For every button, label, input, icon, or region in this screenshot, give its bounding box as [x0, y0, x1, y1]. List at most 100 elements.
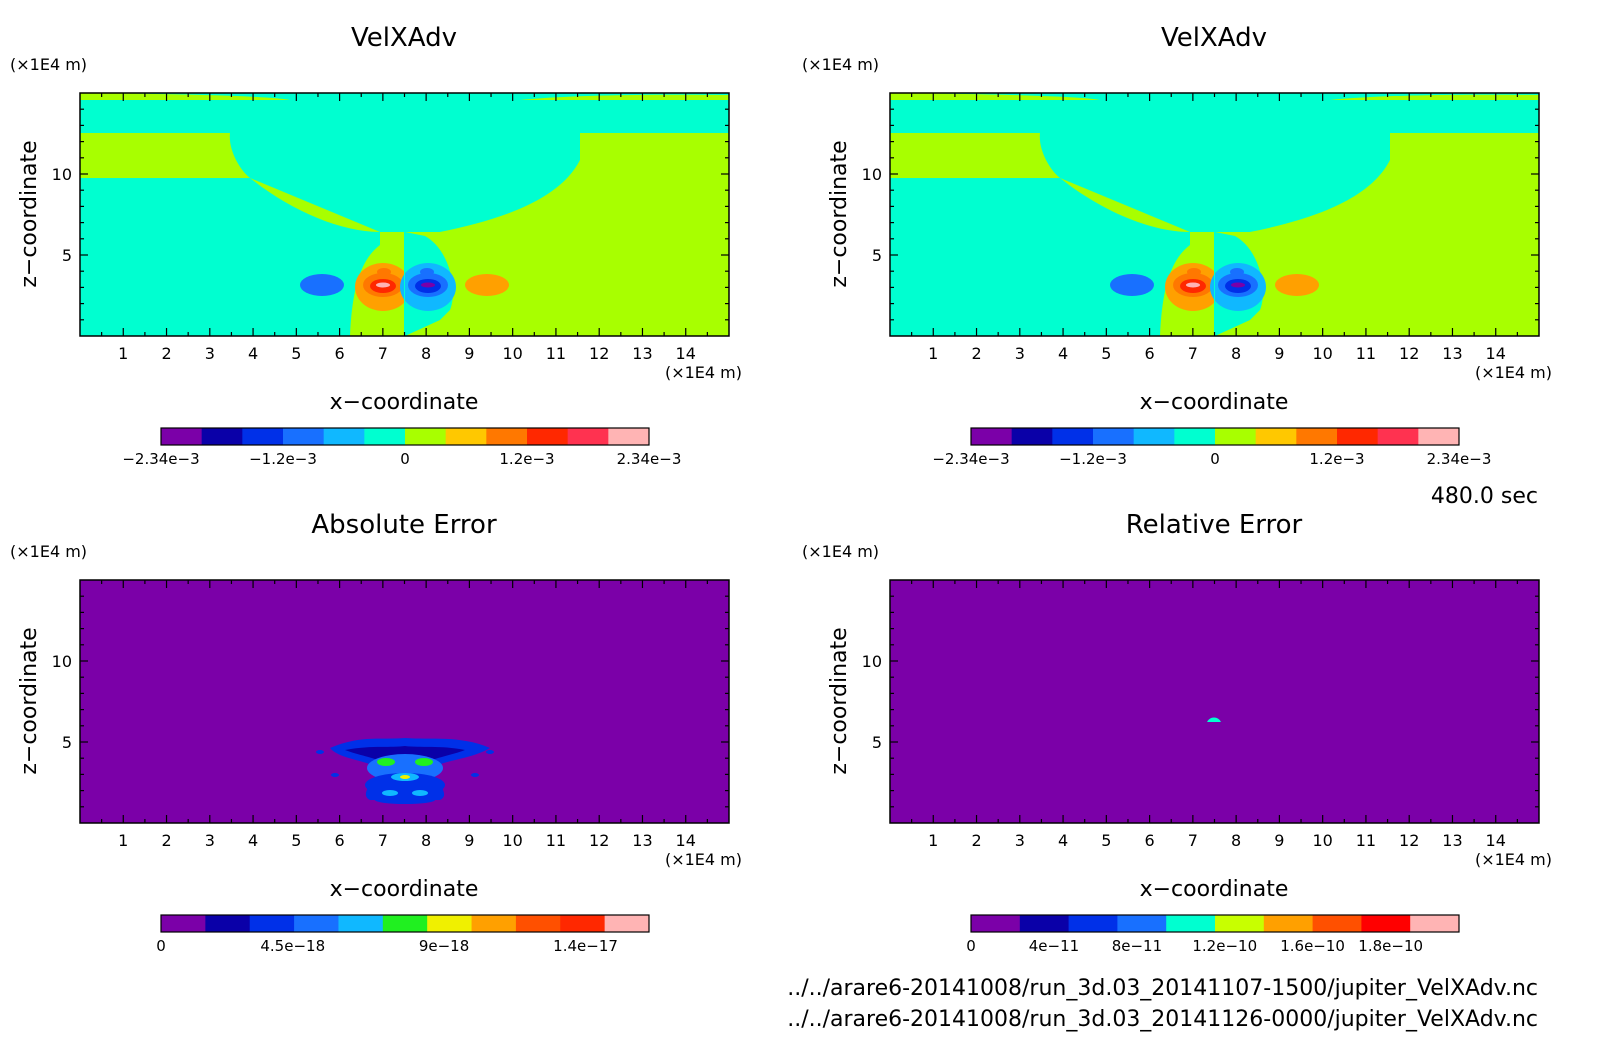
- colorbar-swatch: [242, 428, 284, 445]
- x-tick-label: 3: [205, 831, 215, 850]
- x-tick-label: 12: [589, 344, 609, 363]
- colorbar-swatch: [1011, 428, 1053, 445]
- y-axis-label: z−coordinate: [827, 140, 852, 287]
- source-file-1: ../../arare6-20141008/run_3d.03_20141107…: [787, 976, 1538, 1001]
- colorbar-swatch: [294, 915, 339, 932]
- panel-title: Absolute Error: [311, 510, 497, 540]
- x-tick-label: 6: [335, 344, 345, 363]
- colorbar-swatch: [971, 915, 1021, 932]
- colorbar-swatch: [608, 428, 650, 445]
- panel-title: VelXAdv: [351, 23, 457, 53]
- colorbar-swatch: [205, 915, 251, 932]
- x-tick-label: 12: [589, 831, 609, 850]
- colorbar-swatch: [1361, 915, 1411, 932]
- colorbar-tick-label: −1.2e−3: [249, 450, 317, 468]
- x-tick-label: 4: [248, 344, 258, 363]
- x-tick-label: 7: [378, 344, 388, 363]
- colorbar-tick-label: 1.2e−3: [1309, 450, 1364, 468]
- x-tick-label: 13: [632, 831, 652, 850]
- panel-velxadv-right: VelXAdv (×1E4 m) 1 2 3 4 5 6 7 8 9 10 11 12 13 145: [802, 23, 1552, 468]
- x-tick-label: 6: [1145, 831, 1155, 850]
- colorbar-tick-label: 1.2e−10: [1192, 937, 1257, 955]
- panel-relative-error: Relative Error (×1E4 m) 1 2 3 4 5 6 7 8 9 10 11 12 1…: [802, 510, 1552, 955]
- x-tick-label: 11: [1356, 344, 1376, 363]
- x-tick-label: 13: [1442, 831, 1462, 850]
- colorbar-swatch: [1215, 915, 1265, 932]
- colorbar-tick-label: 1.2e−3: [499, 450, 554, 468]
- colorbar-swatch: [1166, 915, 1216, 932]
- colorbar-swatch: [567, 428, 609, 445]
- panel-title: Relative Error: [1126, 510, 1303, 540]
- x-tick-label: 4: [1058, 831, 1068, 850]
- x-tick-label: 10: [502, 831, 522, 850]
- y-tick-label: 5: [872, 733, 882, 752]
- x-tick-label: 5: [1101, 831, 1111, 850]
- y-tick-label: 10: [862, 165, 882, 184]
- colorbar-swatch: [1068, 915, 1118, 932]
- colorbar-swatch: [1296, 428, 1338, 445]
- contour-field: [80, 580, 729, 823]
- contour-field: [890, 93, 1539, 336]
- colorbar-tick-label: 0: [966, 937, 976, 955]
- colorbar-frame: [160, 427, 650, 446]
- colorbar-swatch: [1377, 428, 1419, 445]
- colorbar-swatch: [1133, 428, 1175, 445]
- colorbar-swatch: [560, 915, 606, 932]
- y-axis-label: z−coordinate: [827, 627, 852, 774]
- x-tick-label: 8: [1231, 344, 1241, 363]
- x-tick-label: 9: [1274, 344, 1284, 363]
- y-tick-label: 5: [872, 246, 882, 265]
- source-file-2: ../../arare6-20141008/run_3d.03_20141126…: [787, 1007, 1538, 1032]
- colorbar-swatch: [1174, 428, 1216, 445]
- y-unit-label: (×1E4 m): [10, 542, 87, 561]
- colorbar-swatch: [161, 428, 203, 445]
- colorbar-swatch: [471, 915, 517, 932]
- colorbar-swatch: [1117, 915, 1167, 932]
- x-tick-label: 8: [421, 831, 431, 850]
- x-tick-label: 7: [1188, 831, 1198, 850]
- colorbar-tick-label: 9e−18: [419, 937, 469, 955]
- x-tick-label: 11: [546, 831, 566, 850]
- colorbar-tick-label: 0: [156, 937, 166, 955]
- x-tick-label: 14: [676, 831, 696, 850]
- colorbar-swatch: [249, 915, 295, 932]
- x-unit-label: (×1E4 m): [1475, 363, 1552, 382]
- x-unit-label: (×1E4 m): [665, 363, 742, 382]
- colorbar-swatch: [323, 428, 365, 445]
- panel-title: VelXAdv: [1161, 23, 1267, 53]
- colorbar-swatch: [161, 915, 206, 932]
- colorbar-swatch: [1337, 428, 1379, 445]
- panel-absolute-error: Absolute Error (×1E4 m) 1 2 3 4 5 6 7 8 9 10 11 12 1…: [10, 510, 742, 955]
- colorbar-swatch: [1019, 915, 1070, 932]
- colorbar-tick-label: 2.34e−3: [617, 450, 682, 468]
- y-axis-label: z−coordinate: [17, 140, 42, 287]
- colorbar-tick-label: −2.34e−3: [122, 450, 199, 468]
- colorbar-tick-label: 4.5e−18: [260, 937, 325, 955]
- colorbar-tick-label: −1.2e−3: [1059, 450, 1127, 468]
- colorbar-tick-label: 0: [400, 450, 410, 468]
- x-tick-label: 10: [502, 344, 522, 363]
- x-tick-label: 1: [118, 831, 128, 850]
- colorbar-tick-label: −2.34e−3: [932, 450, 1009, 468]
- colorbar-frame: [970, 914, 1460, 933]
- x-tick-label: 5: [291, 831, 301, 850]
- x-tick-label: 6: [335, 831, 345, 850]
- x-tick-label: 7: [378, 831, 388, 850]
- x-tick-label: 2: [161, 831, 171, 850]
- y-tick-label: 10: [52, 165, 72, 184]
- time-label: 480.0 sec: [1431, 484, 1538, 509]
- colorbar-swatch: [971, 428, 1013, 445]
- x-tick-label: 11: [1356, 831, 1376, 850]
- colorbar-swatch: [527, 428, 569, 445]
- x-tick-label: 1: [928, 831, 938, 850]
- colorbar-swatch: [283, 428, 325, 445]
- x-tick-label: 2: [971, 831, 981, 850]
- panel-velxadv-left: VelXAdv (×1E4 m) 1 2 3 4 5 6 7 8 9 10 11 12 13 145: [10, 23, 742, 468]
- colorbar-swatch: [604, 915, 650, 932]
- colorbar-tick-label: 1.8e−10: [1358, 937, 1423, 955]
- x-tick-label: 4: [1058, 344, 1068, 363]
- colorbar-swatch: [486, 428, 528, 445]
- colorbar-tick-label: 1.4e−17: [553, 937, 618, 955]
- colorbar-swatch: [338, 915, 384, 932]
